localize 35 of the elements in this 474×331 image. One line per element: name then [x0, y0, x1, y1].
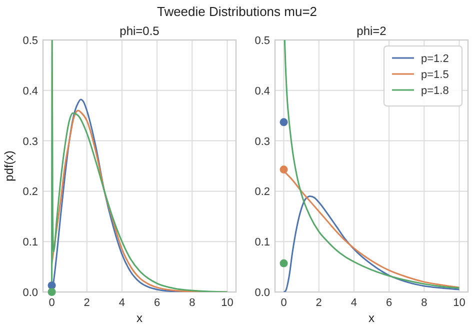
y-tick-label: 0.4: [254, 85, 270, 98]
legend-label: p=1.8: [421, 85, 449, 97]
y-tick-label: 0.3: [22, 136, 38, 148]
y-tick-label: 0.1: [254, 236, 270, 249]
x-tick-label: 4: [118, 297, 126, 309]
x-tick-label: 2: [84, 297, 90, 309]
y-tick-label: 0.2: [22, 186, 38, 198]
y-tick-label: 0.2: [254, 186, 270, 198]
x-axis-title: x: [136, 311, 142, 325]
x-tick-label: 10: [453, 297, 466, 309]
x-tick-label: 0: [48, 297, 55, 309]
y-tick-label: 0.0: [22, 287, 38, 299]
y-tick-label: 0.5: [22, 35, 38, 47]
x-tick-label: 6: [154, 297, 160, 309]
chart-title: Tweedie Distributions mu=2: [156, 4, 318, 19]
y-tick-label: 0.4: [22, 85, 38, 98]
y-tick-label: 0.0: [254, 287, 270, 299]
y-axis-title: pdf(x): [2, 150, 16, 182]
x-tick-label: 6: [386, 297, 392, 309]
x-axis-title: x: [368, 311, 374, 325]
x-tick-label: 0: [280, 297, 287, 309]
y-tick-label: 0.5: [254, 35, 270, 47]
legend-label: p=1.5: [421, 69, 449, 81]
chart-title: phi=2: [356, 24, 387, 38]
line-series: [283, 195, 460, 292]
y-tick-label: 0.3: [254, 136, 270, 148]
y-tick-label: 0.1: [22, 236, 38, 249]
x-tick-label: 10: [221, 297, 234, 309]
legend-label: p=1.2: [421, 53, 449, 65]
x-tick-label: 4: [350, 297, 358, 309]
x-tick-label: 2: [316, 297, 322, 309]
line-series: [284, 40, 460, 289]
x-tick-label: 8: [189, 297, 196, 309]
x-tick-label: 8: [421, 297, 428, 309]
chart-subtitle: phi=0.5: [120, 24, 160, 38]
